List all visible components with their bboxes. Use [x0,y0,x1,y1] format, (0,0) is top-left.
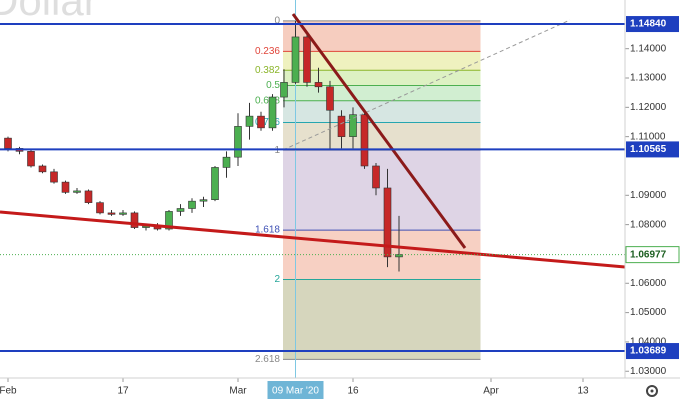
y-tick-label: 1.14000 [630,43,667,54]
fib-zone [283,51,481,71]
x-tick-label: Feb [0,386,17,397]
settings-icon[interactable] [646,385,658,397]
fib-zone [283,150,481,231]
candle-body [38,165,47,173]
candle-body [50,171,58,183]
candle-body [268,96,277,129]
crosshair-label: 09 Mar '20 [272,386,319,397]
candle-body [61,181,70,193]
candle-body [280,82,288,98]
price-box [626,343,679,360]
candle-body [222,156,231,168]
fib-label: 0.618 [255,95,280,106]
candle-body [234,126,242,158]
candle-body [96,202,104,214]
candle-body [372,165,380,189]
y-tick-label: 1.05000 [630,307,667,318]
x-tick-label: 16 [347,386,359,397]
fib-label: 0.236 [255,46,280,57]
candle-body [303,36,311,83]
x-tick-label: Mar [229,386,247,397]
y-tick-label: 1.13000 [630,73,667,84]
y-tick-label: 1.08000 [630,219,667,230]
candle-body [27,151,35,167]
y-tick-label: 1.12000 [630,102,667,113]
candle-body [188,200,196,209]
candle-body [107,212,116,215]
candle-body [291,36,300,83]
y-tick-label: 1.04000 [630,337,667,348]
fib-label: 0 [274,15,280,26]
candle-body [130,212,139,228]
y-tick-label: 1.03000 [630,366,667,377]
candle-body [245,115,254,127]
fib-zone [283,20,481,52]
trend-line [291,13,467,249]
candle-body [119,212,127,215]
candle-body [314,82,323,88]
candle-body [4,137,12,149]
candle-body [176,208,185,212]
crosshair-box [267,381,324,399]
candle-body [165,211,173,230]
price-label: 1.10565 [630,144,667,155]
candle-body [326,86,334,111]
fib-label: 1.618 [255,225,280,236]
y-tick-label: 1.11000 [630,131,666,142]
fib-zone [283,279,481,360]
fib-zone [283,85,481,101]
watermark: Dollar [0,0,98,24]
fib-trend-line [282,19,571,151]
last-price-box [625,246,680,264]
price-box [626,16,679,33]
candle-body [73,190,81,193]
last-price-label: 1.06977 [630,249,667,260]
y-tick-label: 1.09000 [630,190,667,201]
fib-label: 0.5 [266,80,280,91]
x-tick-label: 13 [577,386,589,397]
x-tick-label: Apr [483,386,499,397]
fib-zone [283,70,481,86]
fib-label: 2.618 [255,354,280,365]
candle-body [211,167,219,201]
fib-label: 0.786 [255,117,280,128]
candle-body [199,199,208,202]
price-box [626,141,679,158]
candle-body [383,187,392,258]
candle-body [337,115,346,137]
candle-body [257,115,265,129]
price-label: 1.03689 [630,346,667,357]
candle-body [349,114,357,137]
trend-line [0,210,626,269]
fib-zone [283,100,481,123]
price-label: 1.14840 [630,19,667,30]
y-tick-label: 1.06000 [630,278,667,289]
x-tick-label: 17 [117,386,129,397]
fib-label: 2 [274,274,280,285]
candle-body [360,114,369,167]
candle-body [84,190,93,203]
fib-label: 0.382 [255,65,280,76]
